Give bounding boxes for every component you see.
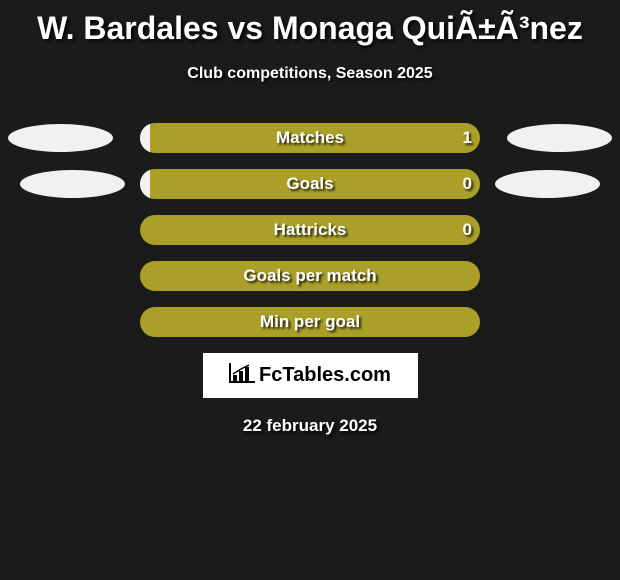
bar-track: Min per goal xyxy=(140,307,480,337)
row-label: Min per goal xyxy=(140,307,480,337)
row-label: Goals per match xyxy=(140,261,480,291)
page-title: W. Bardales vs Monaga QuiÃ±Ã³nez xyxy=(0,0,620,47)
row-label: Hattricks xyxy=(140,215,480,245)
barchart-icon xyxy=(229,363,255,389)
ellipse-left xyxy=(20,170,125,198)
ellipse-right xyxy=(495,170,600,198)
footer-date: 22 february 2025 xyxy=(0,416,620,436)
ellipse-right xyxy=(507,124,612,152)
compare-rows: Matches 1 Goals 0 Hattricks 0 Goals xyxy=(0,123,620,337)
row-goals-per-match: Goals per match xyxy=(0,261,620,291)
value-right: 1 xyxy=(463,123,472,153)
row-matches: Matches 1 xyxy=(0,123,620,153)
logo-text: FcTables.com xyxy=(259,364,391,387)
bar-track: Goals 0 xyxy=(140,169,480,199)
row-label: Goals xyxy=(140,169,480,199)
row-goals: Goals 0 xyxy=(0,169,620,199)
logo: FcTables.com xyxy=(229,363,391,389)
bar-track: Matches 1 xyxy=(140,123,480,153)
value-right: 0 xyxy=(463,215,472,245)
row-min-per-goal: Min per goal xyxy=(0,307,620,337)
value-right: 0 xyxy=(463,169,472,199)
ellipse-left xyxy=(8,124,113,152)
row-hattricks: Hattricks 0 xyxy=(0,215,620,245)
logo-box: FcTables.com xyxy=(203,353,418,398)
row-label: Matches xyxy=(140,123,480,153)
page-subtitle: Club competitions, Season 2025 xyxy=(0,65,620,83)
bar-track: Goals per match xyxy=(140,261,480,291)
bar-track: Hattricks 0 xyxy=(140,215,480,245)
